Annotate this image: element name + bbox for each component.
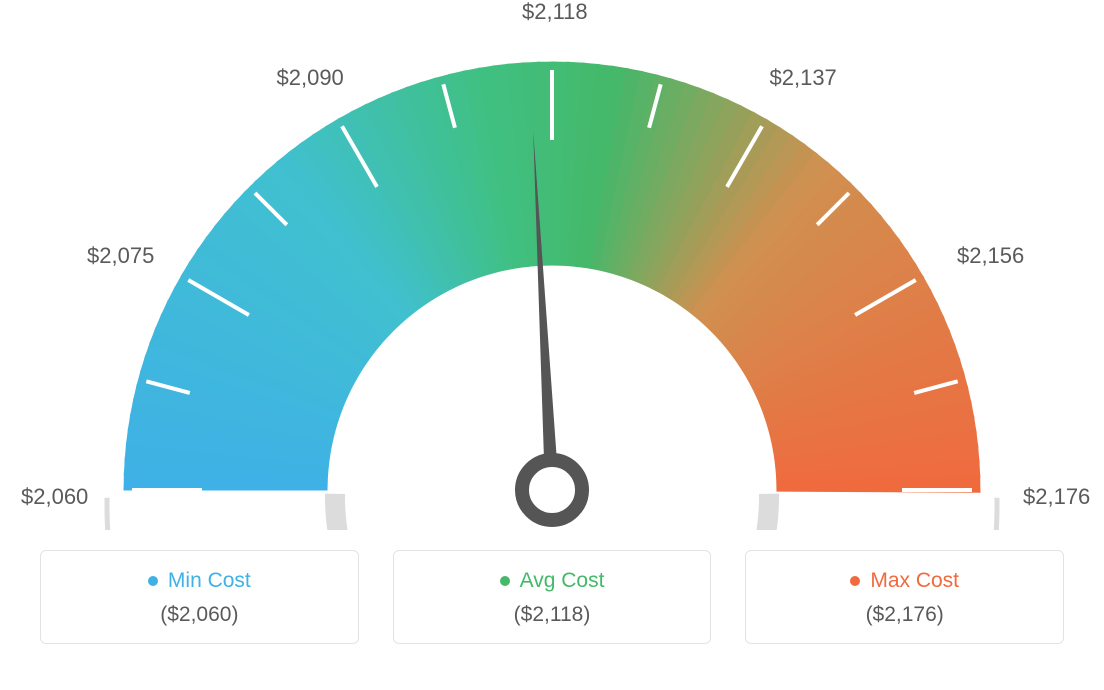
gauge-tick-label: $2,090	[277, 65, 344, 91]
legend-card: Max Cost ($2,176)	[745, 550, 1064, 644]
gauge-tick-label: $2,060	[21, 484, 88, 510]
legend-value: ($2,176)	[866, 603, 944, 627]
legend-dot-icon	[500, 576, 510, 586]
legend-card: Min Cost ($2,060)	[40, 550, 359, 644]
gauge-tick-label: $2,118	[522, 0, 588, 25]
legend-value: ($2,118)	[514, 603, 591, 627]
gauge-tick-label: $2,137	[770, 65, 837, 91]
gauge-chart: $2,060 $2,075 $2,090 $2,118 $2,137 $2,156 $2,1…	[0, 0, 1104, 530]
gauge-tick-label: $2,176	[1023, 484, 1090, 510]
legend-dot-icon	[850, 576, 860, 586]
gauge-tick-label: $2,075	[87, 243, 154, 269]
legend-label: Avg Cost	[520, 569, 605, 593]
gauge-tick-label: $2,156	[957, 243, 1024, 269]
legend-dot-icon	[148, 576, 158, 586]
legend-card: Avg Cost ($2,118)	[393, 550, 712, 644]
legend-row: Min Cost ($2,060) Avg Cost ($2,118) Max Cost…	[0, 550, 1104, 644]
legend-label: Max Cost	[870, 569, 959, 593]
legend-label: Min Cost	[168, 569, 251, 593]
gauge-svg	[0, 0, 1104, 530]
legend-value: ($2,060)	[160, 603, 238, 627]
